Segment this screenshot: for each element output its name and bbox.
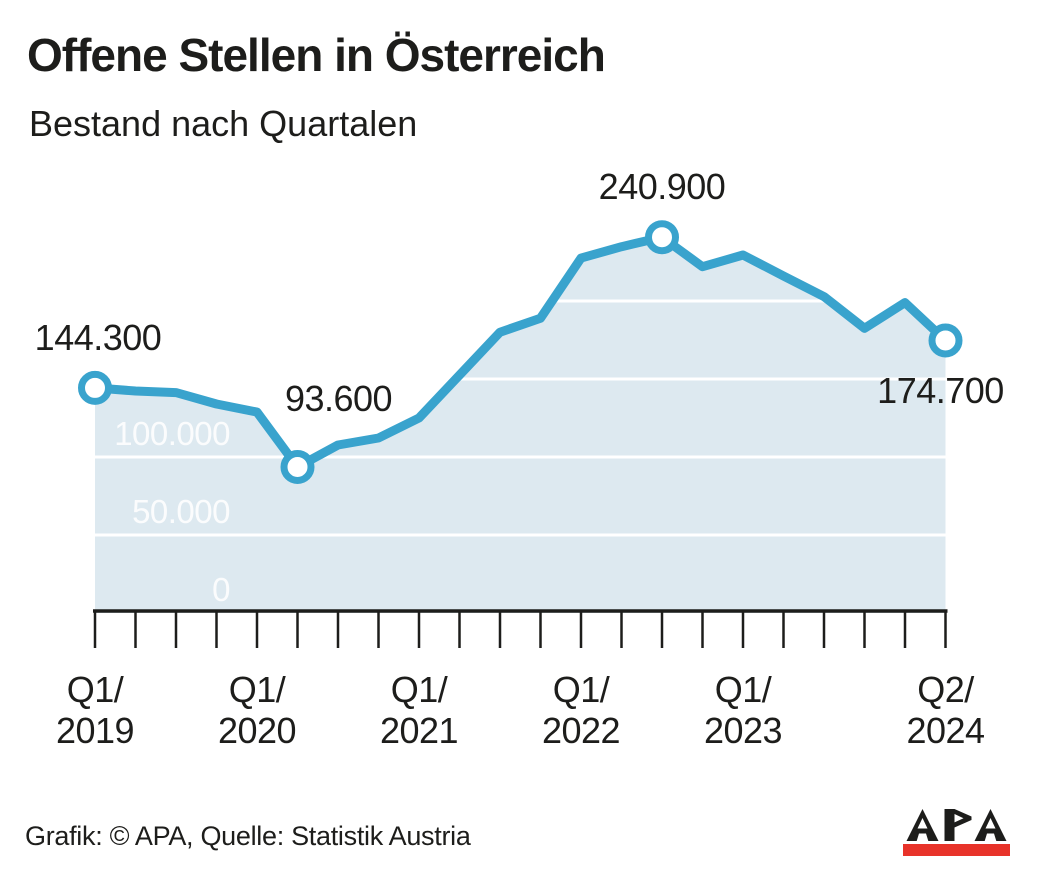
x-tick-label: Q1/2022: [541, 669, 621, 751]
area-fill: [95, 237, 946, 613]
apa-logo-letters: [906, 809, 1007, 841]
apa-logo-red-bar: [903, 844, 1010, 856]
y-grid-label: 50.000: [132, 493, 230, 530]
chart-title: Offene Stellen in Österreich: [27, 29, 606, 81]
point-marker: [280, 449, 315, 484]
data-label: 93.600: [284, 377, 393, 419]
chart-subtitle: Bestand nach Quartalen: [29, 103, 418, 144]
gridlines: [95, 299, 946, 537]
trend-line: [90, 232, 950, 472]
point-marker: [78, 370, 112, 405]
x-tick-label: Q1/2020: [217, 669, 297, 751]
x-tick-label: Q1/2021: [379, 669, 459, 751]
point-marker: [928, 323, 963, 358]
point-markers: [78, 220, 963, 484]
x-tick-label: Q1/2023: [703, 669, 783, 751]
credit-line: Grafik: © APA, Quelle: Statistik Austria: [25, 821, 471, 851]
y-grid-label: 100.000: [114, 415, 230, 452]
x-tick-label: Q2/2024: [906, 669, 985, 751]
data-label: 240.900: [598, 166, 726, 208]
x-axis: [93, 609, 948, 648]
apa-logo: [903, 806, 1010, 856]
x-tick-label: Q1/2019: [55, 669, 135, 751]
data-label: 174.700: [877, 370, 1004, 412]
y-grid-label: 0: [212, 571, 230, 608]
point-marker: [645, 220, 679, 255]
data-label: 144.300: [34, 316, 162, 358]
